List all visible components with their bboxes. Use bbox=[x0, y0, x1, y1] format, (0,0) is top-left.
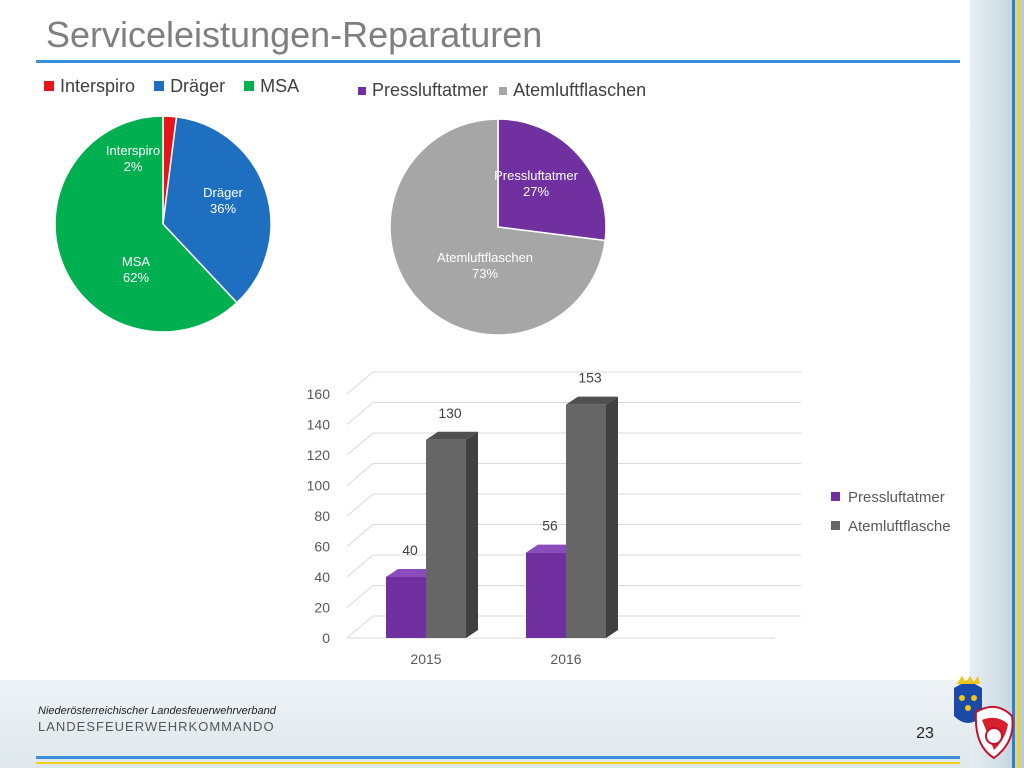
grid-line-side bbox=[346, 493, 374, 517]
y-tick-label: 80 bbox=[314, 508, 330, 524]
pie1-label-value: 36% bbox=[210, 201, 236, 216]
grid-line-side bbox=[346, 585, 374, 608]
grid-line-side bbox=[346, 432, 374, 456]
bar-top bbox=[526, 544, 578, 553]
footer-organisation: Niederösterreichischer Landesfeuerwehrve… bbox=[38, 705, 276, 717]
bar-top bbox=[386, 569, 438, 577]
bar-atemluftflasche-2015 bbox=[426, 439, 466, 638]
slide-title: Serviceleistungen-Reparaturen bbox=[46, 14, 543, 55]
pie1-slice-msa bbox=[54, 115, 238, 333]
legend-swatch bbox=[154, 81, 165, 91]
grid-line-side bbox=[346, 402, 374, 425]
bar-data-label: 56 bbox=[542, 518, 558, 534]
legend-swatch bbox=[831, 521, 840, 530]
legend-swatch bbox=[499, 87, 508, 95]
coat-of-arms-logo bbox=[954, 676, 1014, 760]
x-tick-label: 2015 bbox=[410, 651, 441, 667]
footer-command: LANDESFEUERWEHRKOMMANDO bbox=[38, 719, 275, 734]
legend-swatch bbox=[831, 492, 840, 501]
legend-swatch bbox=[244, 81, 255, 91]
footer-rule-yellow bbox=[36, 762, 960, 764]
pie2-label-name: Atemluftflaschen bbox=[437, 250, 533, 265]
decor-stripe-blue bbox=[1012, 0, 1015, 768]
footer-band bbox=[0, 680, 970, 768]
pie1-label-name: Interspiro bbox=[106, 143, 160, 158]
y-tick-label: 160 bbox=[307, 386, 331, 402]
bar-top bbox=[566, 396, 618, 405]
pie2-label-value: 73% bbox=[472, 266, 498, 281]
pie2-legend: Pressluftatmer Atemluftflaschen bbox=[358, 80, 660, 101]
legend-item-pressluftatmer: Pressluftatmer bbox=[358, 80, 488, 101]
y-tick-label: 100 bbox=[307, 478, 331, 494]
pie1-slice-dräger bbox=[162, 116, 272, 304]
bar-pressluftatmer-2016 bbox=[526, 552, 566, 638]
bar-side bbox=[606, 396, 618, 638]
decor-stripe-yellow bbox=[1017, 0, 1020, 768]
legend-item-interspiro: Interspiro bbox=[44, 76, 135, 97]
bar-pressluftatmer-2015 bbox=[386, 577, 426, 638]
pie1-label-value: 2% bbox=[124, 159, 143, 174]
pie2-label-value: 27% bbox=[523, 184, 549, 199]
legend-item-atemluftflasche: Atemluftflasche bbox=[831, 518, 951, 547]
pie1-label-value: 62% bbox=[123, 270, 149, 285]
pie1-legend: Interspiro Dräger MSA bbox=[44, 76, 313, 97]
pie2-slice-pressluftatmer bbox=[497, 118, 607, 242]
legend-item-pressluftatmer: Pressluftatmer bbox=[831, 489, 951, 518]
footer-rule-blue bbox=[36, 756, 960, 759]
legend-swatch bbox=[358, 87, 366, 95]
y-tick-label: 40 bbox=[314, 569, 330, 585]
legend-item-msa: MSA bbox=[244, 76, 299, 97]
grid-line-side bbox=[346, 463, 374, 486]
y-tick-label: 60 bbox=[314, 539, 330, 555]
pie2-slice-atemluftflaschen bbox=[389, 118, 606, 336]
page-number: 23 bbox=[916, 725, 934, 742]
bar-data-label: 153 bbox=[578, 370, 602, 386]
legend-swatch bbox=[44, 81, 54, 91]
bar-atemluftflasche-2016 bbox=[566, 404, 606, 638]
grid-line-side bbox=[346, 615, 374, 639]
pie1-label-name: Dräger bbox=[203, 185, 243, 200]
bar-legend: Pressluftatmer Atemluftflasche bbox=[831, 489, 951, 547]
right-decor-band bbox=[970, 0, 1024, 768]
grid-line-side bbox=[346, 371, 374, 395]
legend-item-draeger: Dräger bbox=[154, 76, 225, 97]
grid-line-side bbox=[346, 554, 374, 578]
bar-data-label: 40 bbox=[402, 542, 418, 558]
pie1-label-name: MSA bbox=[122, 254, 151, 269]
y-tick-label: 0 bbox=[322, 630, 330, 646]
bar-top bbox=[426, 431, 478, 440]
legend-item-atemluftflaschen: Atemluftflaschen bbox=[499, 80, 646, 101]
bar-side bbox=[466, 431, 478, 638]
x-tick-label: 2016 bbox=[550, 651, 581, 667]
y-tick-label: 20 bbox=[314, 600, 330, 616]
y-tick-label: 120 bbox=[307, 447, 331, 463]
title-rule bbox=[36, 60, 960, 63]
bar-data-label: 130 bbox=[438, 405, 462, 421]
pie2-label-name: Pressluftatmer bbox=[494, 168, 578, 183]
y-tick-label: 140 bbox=[307, 417, 331, 433]
grid-line-side bbox=[346, 524, 374, 547]
